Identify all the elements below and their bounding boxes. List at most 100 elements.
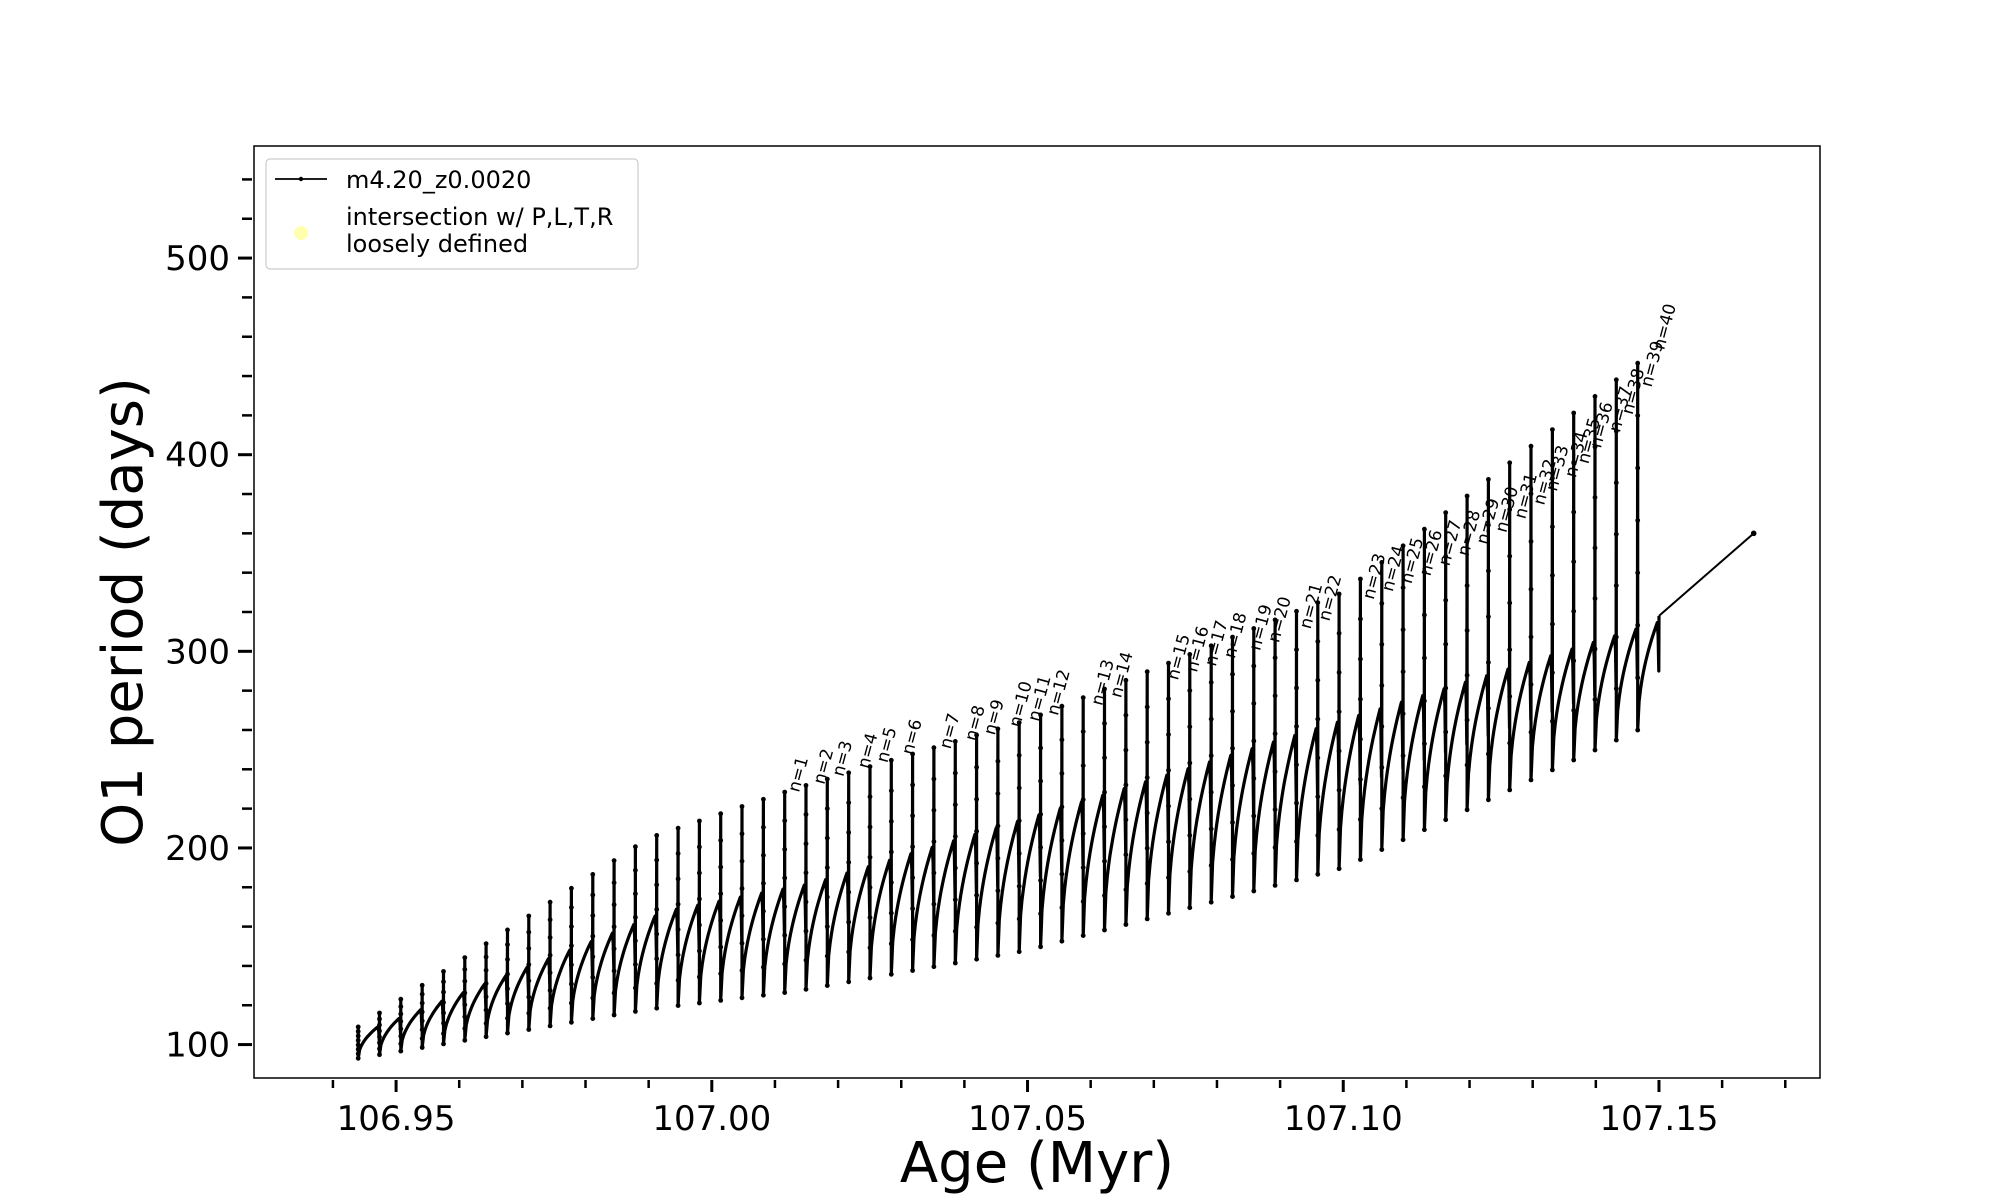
series-point bbox=[1635, 675, 1641, 681]
series-point bbox=[633, 985, 638, 991]
series-point bbox=[1294, 608, 1299, 614]
series-point bbox=[1187, 760, 1193, 766]
series-point bbox=[824, 894, 830, 900]
series-point bbox=[1038, 911, 1043, 917]
series-point bbox=[1059, 905, 1065, 910]
series-point bbox=[1208, 643, 1214, 649]
series-point bbox=[1358, 817, 1363, 822]
series-layer bbox=[355, 360, 1757, 1061]
series-point bbox=[1613, 377, 1619, 383]
series-point bbox=[1613, 634, 1619, 640]
series-point bbox=[824, 806, 830, 811]
series-point bbox=[1486, 660, 1491, 665]
series-point bbox=[1592, 495, 1598, 500]
series-point bbox=[377, 1022, 382, 1028]
series-point bbox=[398, 996, 404, 1002]
series-point bbox=[718, 891, 724, 897]
series-point bbox=[633, 1009, 638, 1014]
series-point bbox=[1315, 794, 1321, 800]
series-point bbox=[1422, 741, 1427, 747]
series-point bbox=[1592, 747, 1598, 753]
series-point bbox=[1358, 777, 1363, 782]
series-point bbox=[697, 844, 702, 850]
series-point bbox=[1059, 871, 1065, 877]
series-point bbox=[1592, 697, 1598, 702]
series-point bbox=[974, 764, 979, 770]
series-point bbox=[1251, 626, 1257, 631]
series-point bbox=[1059, 938, 1065, 944]
series-point bbox=[505, 942, 510, 947]
series-point bbox=[1123, 747, 1129, 753]
series-point bbox=[462, 990, 468, 996]
series-point bbox=[931, 839, 937, 844]
series-point bbox=[1230, 671, 1235, 677]
series-point bbox=[1336, 709, 1342, 715]
series-point bbox=[1336, 630, 1342, 636]
series-point bbox=[782, 789, 788, 795]
series-point bbox=[590, 975, 596, 980]
series-point bbox=[1550, 427, 1555, 432]
series-point bbox=[952, 739, 958, 744]
series-point bbox=[355, 1051, 361, 1057]
series-point bbox=[1379, 806, 1385, 811]
series-point bbox=[1080, 865, 1086, 870]
series-point bbox=[1571, 608, 1577, 614]
series-point bbox=[1336, 670, 1342, 675]
x-axis: 106.95 107.00 107.05 107.10 107.15 bbox=[331, 1080, 1787, 1139]
series-point bbox=[1102, 927, 1107, 933]
series-point bbox=[1379, 683, 1385, 688]
series-point bbox=[505, 957, 510, 962]
series-point bbox=[547, 988, 553, 993]
series-point bbox=[1059, 838, 1065, 843]
series-point bbox=[462, 1014, 468, 1020]
series-point bbox=[675, 977, 681, 983]
series-point bbox=[761, 908, 766, 914]
series-point bbox=[1102, 893, 1107, 898]
series-point bbox=[1016, 883, 1022, 889]
series-point bbox=[1486, 614, 1491, 620]
series-point bbox=[782, 847, 788, 852]
series-point bbox=[377, 1040, 382, 1046]
series-point bbox=[1550, 475, 1555, 481]
series-point bbox=[355, 1055, 361, 1061]
series-point bbox=[1592, 596, 1598, 601]
series-point bbox=[1571, 410, 1577, 416]
series-point bbox=[739, 913, 745, 919]
series-point bbox=[761, 880, 766, 886]
series-point bbox=[846, 979, 852, 985]
series-point bbox=[654, 931, 660, 937]
series-point bbox=[952, 897, 958, 903]
series-point bbox=[355, 1024, 361, 1030]
series-point bbox=[1187, 869, 1193, 874]
series-point bbox=[824, 776, 830, 782]
series-point bbox=[1507, 694, 1513, 699]
series-point bbox=[1592, 444, 1598, 450]
series-point bbox=[1379, 847, 1385, 852]
y-tick-label: 100 bbox=[165, 1026, 230, 1066]
series-point bbox=[1144, 845, 1150, 851]
series-point bbox=[995, 855, 1001, 861]
series-point bbox=[1315, 833, 1321, 838]
series-point bbox=[1613, 531, 1619, 537]
series-point bbox=[633, 938, 638, 944]
series-point bbox=[398, 1004, 404, 1009]
series-point bbox=[888, 971, 894, 977]
series-point bbox=[675, 927, 681, 932]
series-point bbox=[1571, 658, 1577, 664]
series-point bbox=[1272, 883, 1278, 888]
series-point bbox=[675, 825, 681, 831]
series-point bbox=[1038, 811, 1043, 817]
series-point bbox=[1294, 839, 1299, 844]
series-point bbox=[441, 989, 446, 995]
series-point bbox=[1187, 833, 1193, 838]
series-point bbox=[1336, 591, 1342, 597]
series-point bbox=[1528, 777, 1534, 783]
series-point bbox=[419, 1045, 425, 1050]
series-point bbox=[867, 824, 873, 830]
series-point bbox=[910, 813, 915, 819]
series-point bbox=[1208, 899, 1214, 905]
series-point bbox=[952, 770, 958, 776]
series-point bbox=[867, 915, 873, 920]
series-point bbox=[697, 896, 702, 902]
